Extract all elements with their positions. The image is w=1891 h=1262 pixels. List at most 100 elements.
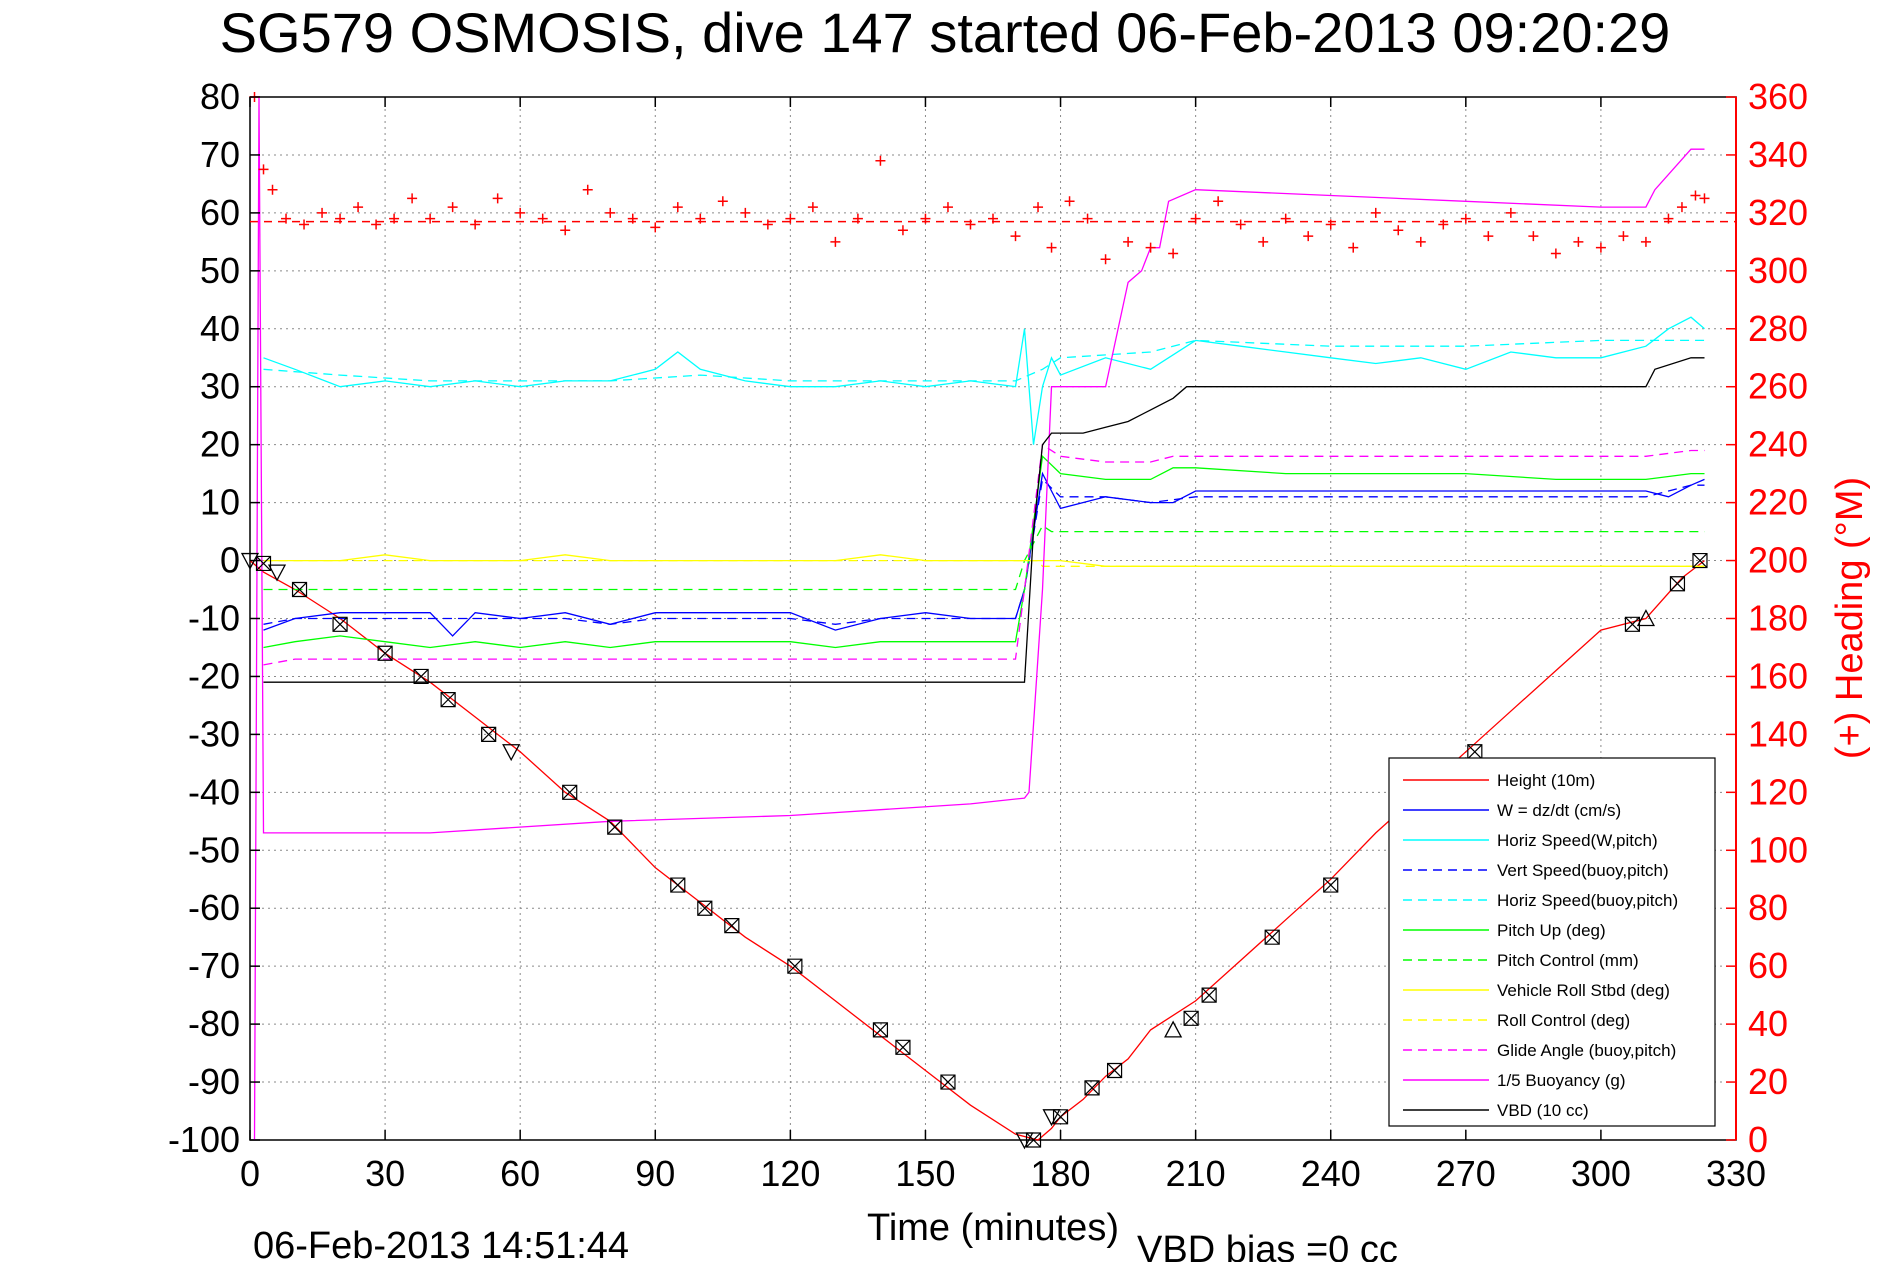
box-marker: [1052, 1109, 1069, 1125]
heading-point: [1100, 254, 1111, 265]
box-marker: [670, 877, 686, 893]
right-axis-label: (+) Heading (°M): [1829, 477, 1871, 759]
y-tick-label: -20: [188, 655, 240, 696]
heading-point: [1010, 231, 1021, 242]
heading-point: [1303, 231, 1314, 242]
right-tick-label: 140: [1748, 713, 1808, 754]
y-tick-label: -50: [188, 829, 240, 870]
right-tick-label: 340: [1748, 134, 1808, 175]
legend-label: Height (10m): [1497, 771, 1595, 790]
heading-point: [988, 213, 998, 224]
series-line: [263, 316, 1705, 445]
box-marker: [697, 900, 713, 916]
series-line: [253, 96, 1705, 1141]
heading-point: [335, 213, 346, 224]
right-tick-label: 220: [1748, 482, 1808, 523]
heading-point: [807, 202, 818, 213]
box-marker: [1264, 929, 1280, 945]
series-line: [263, 454, 1705, 649]
y-tick-label: -90: [188, 1061, 240, 1102]
heading-point: [1618, 231, 1629, 242]
x-tick-label: 30: [365, 1153, 405, 1194]
right-tick-label: 260: [1748, 366, 1808, 407]
right-tick-label: 0: [1748, 1119, 1768, 1160]
heading-point: [605, 207, 616, 218]
series-line: [263, 524, 1705, 591]
series-line: [263, 559, 1705, 567]
heading-point: [1168, 248, 1179, 259]
heading-point: [897, 225, 908, 236]
heading-point: [1190, 213, 1201, 224]
heading-point: [1640, 236, 1651, 247]
heading-point: [672, 202, 683, 213]
series-line: [263, 339, 1705, 382]
heading-point: [1438, 219, 1449, 230]
heading-point: [1258, 236, 1269, 247]
heading-point: [1550, 248, 1561, 259]
x-tick-label: 120: [760, 1153, 820, 1194]
heading-point: [1033, 202, 1044, 213]
legend-label: Glide Angle (buoy,pitch): [1497, 1041, 1676, 1060]
heading-point: [267, 184, 278, 195]
box-marker: [1183, 1010, 1199, 1026]
series-line: [263, 478, 1705, 625]
heading-point: [425, 213, 436, 224]
heading-point: [1348, 242, 1359, 253]
y-tick-label: -60: [188, 887, 240, 928]
legend-label: Vert Speed(buoy,pitch): [1497, 861, 1669, 880]
down-triangle-marker: [1015, 1132, 1034, 1150]
box-marker: [1106, 1062, 1123, 1079]
heading-point: [281, 213, 292, 224]
box-marker: [872, 1022, 889, 1038]
y-tick-label: 10: [200, 482, 240, 523]
legend-label: Pitch Control (mm): [1497, 951, 1639, 970]
heading-point: [1325, 219, 1336, 230]
box-marker: [1692, 552, 1708, 569]
right-tick-label: 60: [1748, 945, 1788, 986]
heading-point: [875, 155, 886, 166]
y-tick-label: 50: [200, 250, 240, 291]
heading-point: [762, 219, 773, 230]
right-tick-label: 160: [1748, 655, 1808, 696]
right-tick-label: 180: [1748, 598, 1808, 639]
heading-point: [695, 213, 706, 224]
legend-label: W = dz/dt (cm/s): [1497, 801, 1621, 820]
heading-point: [830, 236, 841, 247]
box-marker: [481, 726, 497, 742]
heading-point: [1528, 231, 1539, 242]
down-triangle-marker: [1042, 1109, 1061, 1127]
legend-label: VBD (10 cc): [1497, 1101, 1589, 1120]
y-tick-label: 40: [200, 308, 240, 349]
box-marker: [607, 819, 623, 835]
heading-point: [1213, 196, 1224, 207]
legend-label: 1/5 Buoyancy (g): [1497, 1071, 1626, 1090]
box-marker: [332, 616, 348, 632]
x-axis-label: Time (minutes): [867, 1207, 1119, 1249]
y-tick-label: 70: [200, 134, 240, 175]
heading-point: [852, 213, 863, 224]
x-tick-label: 60: [500, 1153, 540, 1194]
footer-timestamp: 06-Feb-2013 14:51:44: [253, 1225, 629, 1262]
heading-point: [1573, 236, 1584, 247]
box-marker: [1201, 987, 1217, 1003]
heading-point: [470, 219, 481, 230]
box-marker: [255, 555, 272, 572]
heading-point: [627, 213, 638, 224]
x-tick-label: 90: [635, 1153, 675, 1194]
box-marker: [377, 645, 393, 661]
y-tick-label: 60: [200, 192, 240, 233]
legend-label: Roll Control (deg): [1497, 1011, 1630, 1030]
box-marker: [413, 668, 429, 685]
box-marker: [1624, 616, 1641, 632]
heading-point: [560, 225, 571, 236]
right-tick-label: 120: [1748, 771, 1808, 812]
heading-point: [1280, 213, 1291, 224]
y-tick-label: 30: [200, 366, 240, 407]
x-tick-label: 330: [1706, 1153, 1766, 1194]
right-tick-label: 360: [1748, 76, 1808, 117]
y-tick-label: -40: [188, 771, 240, 812]
heading-point: [1064, 196, 1075, 207]
x-tick-label: 300: [1571, 1153, 1631, 1194]
heading-point: [920, 213, 931, 224]
heading-point: [942, 202, 953, 213]
